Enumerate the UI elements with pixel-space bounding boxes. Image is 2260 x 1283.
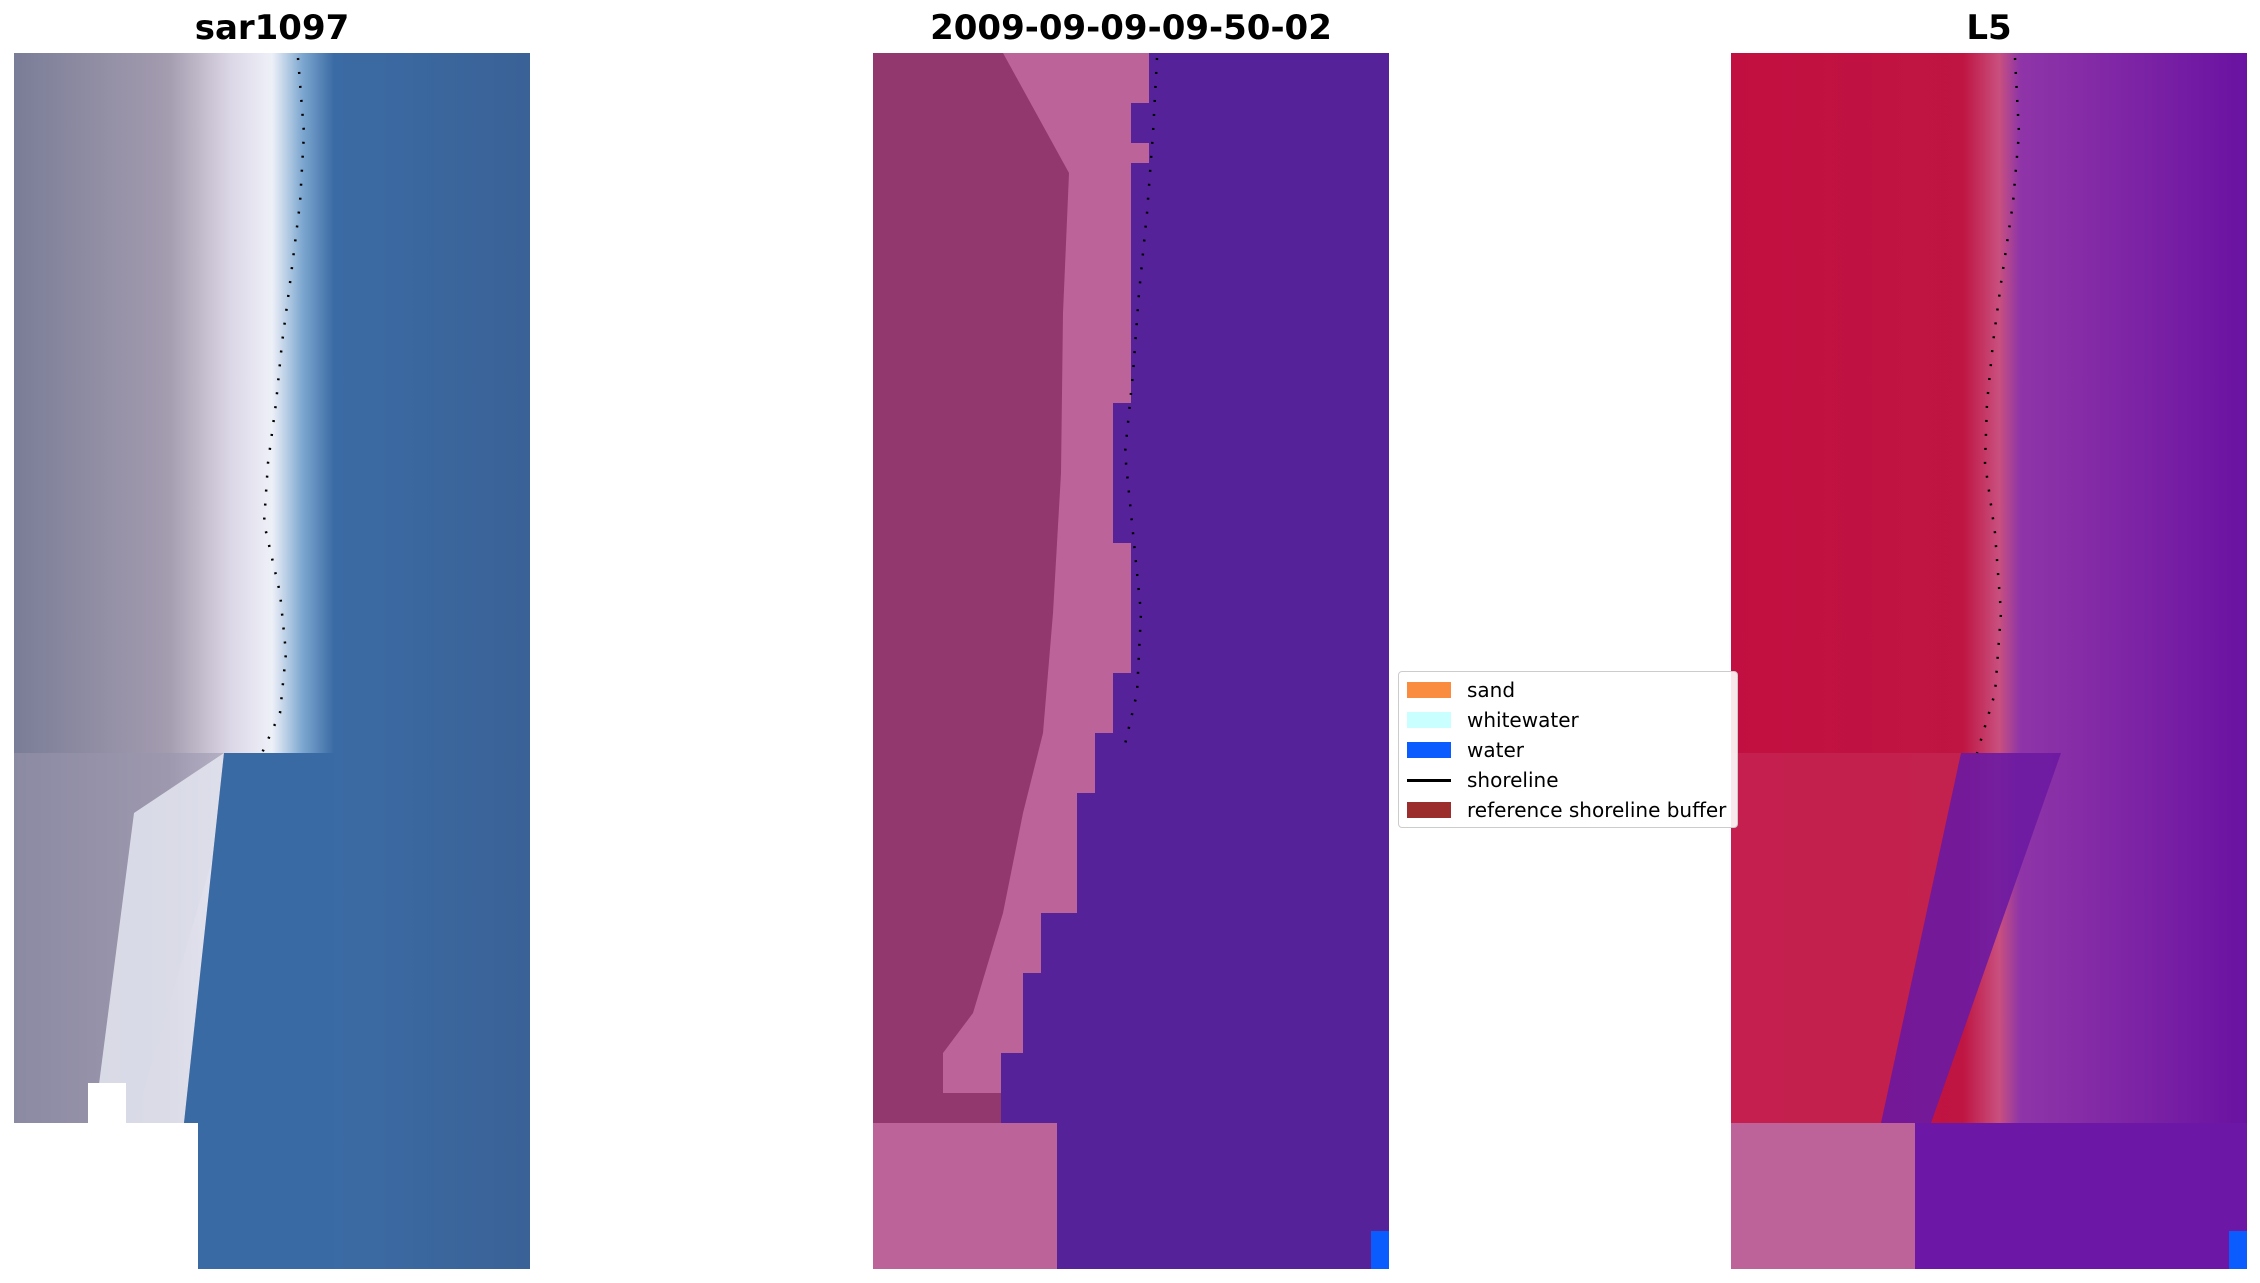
panel-title-index: L5 [1966, 8, 2012, 48]
water-swatch [1407, 742, 1451, 758]
legend-label: shoreline [1467, 768, 1559, 792]
classification-panel [873, 53, 1389, 1269]
panel-title-rgb: sar1097 [194, 8, 350, 48]
sand-swatch [1407, 682, 1451, 698]
legend-label: whitewater [1467, 708, 1579, 732]
legend-item-reference-buffer: reference shoreline buffer [1407, 795, 1726, 825]
index-image [1731, 53, 2247, 1269]
rgb-image [14, 53, 530, 1269]
legend-item-whitewater: whitewater [1407, 705, 1579, 735]
legend-label: reference shoreline buffer [1467, 798, 1727, 822]
rgb-image-panel [14, 53, 530, 1269]
whitewater-swatch [1407, 712, 1451, 728]
legend-label: sand [1467, 678, 1516, 702]
legend-item-water: water [1407, 735, 1524, 765]
index-panel [1731, 53, 2247, 1269]
legend: sand whitewater water shoreline referenc… [1398, 671, 1738, 828]
legend-item-shoreline: shoreline [1407, 765, 1559, 795]
shoreline-line-icon [1407, 778, 1451, 782]
panel-title-classification: 2009-09-09-09-50-02 [930, 8, 1332, 48]
buffer-swatch [1407, 802, 1451, 818]
legend-label: water [1467, 738, 1524, 762]
classification-image [873, 53, 1389, 1269]
legend-item-sand: sand [1407, 675, 1515, 705]
